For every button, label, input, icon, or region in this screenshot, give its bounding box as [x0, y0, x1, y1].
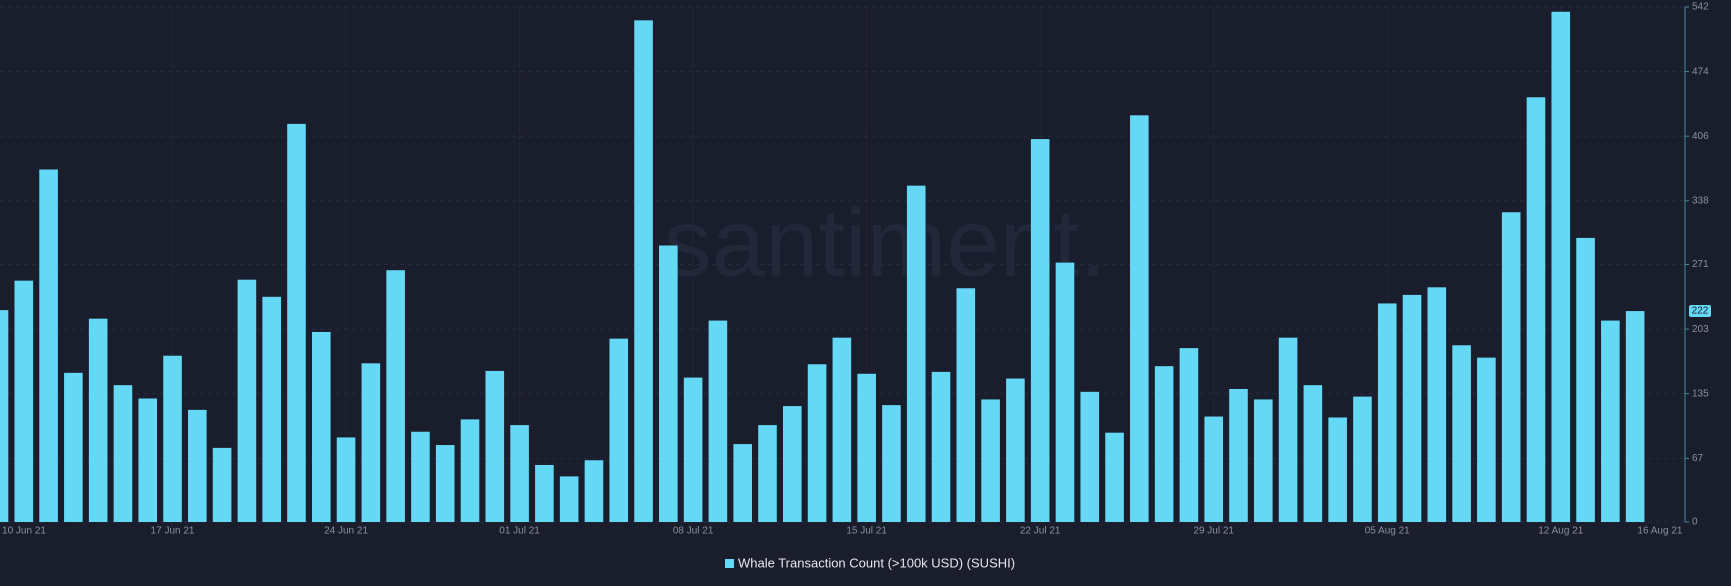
- bar: [1278, 337, 1298, 522]
- bar: [386, 270, 405, 522]
- bar: [1229, 388, 1248, 522]
- bar: [733, 444, 752, 522]
- x-tick-label: 12 Aug 21: [1538, 526, 1583, 537]
- bar: [1328, 417, 1347, 522]
- bar: [1353, 396, 1372, 522]
- value-badge: [1689, 305, 1711, 318]
- bar: [1303, 385, 1323, 522]
- bar: [931, 371, 951, 522]
- bar: [981, 399, 1000, 522]
- y-tick-label: 338: [1692, 195, 1709, 206]
- bar: [361, 363, 381, 522]
- bar: [584, 460, 604, 522]
- bar: [1179, 348, 1199, 522]
- bar: [634, 20, 653, 523]
- bar: [485, 370, 505, 522]
- bar: [39, 169, 58, 522]
- x-tick-label: 16 Aug 21: [1637, 526, 1682, 537]
- bar: [14, 280, 34, 522]
- bar: [188, 409, 207, 522]
- bar: [138, 398, 158, 522]
- bar: [1477, 357, 1496, 522]
- bar: [113, 385, 133, 522]
- bar: [1105, 432, 1124, 522]
- bar: [1601, 320, 1620, 522]
- bar: [287, 123, 306, 523]
- bar: [1130, 115, 1149, 522]
- bar: [262, 296, 281, 522]
- bar: [510, 425, 529, 522]
- bar: [311, 331, 331, 522]
- bar: [336, 437, 356, 522]
- y-tick-label: 271: [1692, 259, 1709, 270]
- x-tick-label: 17 Jun 21: [151, 526, 195, 537]
- bar: [1427, 287, 1447, 522]
- bar: [683, 377, 703, 522]
- bar: [659, 245, 678, 522]
- bar: [1154, 366, 1174, 522]
- bar: [1452, 345, 1471, 522]
- bar: [882, 405, 901, 522]
- y-tick-label: 203: [1692, 324, 1709, 335]
- bar: [956, 288, 976, 522]
- bar: [411, 431, 430, 522]
- bar: [832, 337, 852, 522]
- x-tick-label: 01 Jul 21: [499, 526, 540, 537]
- bar: [609, 338, 629, 522]
- bar: [237, 279, 257, 522]
- x-tick-label: 22 Jul 21: [1020, 526, 1061, 537]
- bar: [88, 318, 108, 522]
- bar: [758, 425, 777, 522]
- x-tick-label: 10 Jun 21: [2, 526, 46, 537]
- y-tick-label: 67: [1692, 453, 1704, 464]
- x-tick-label: 15 Jul 21: [846, 526, 887, 537]
- bar: [1501, 212, 1521, 522]
- bar: [807, 364, 827, 522]
- bar: [435, 445, 455, 522]
- y-tick-label: 406: [1692, 131, 1709, 142]
- x-tick-label: 05 Aug 21: [1365, 526, 1410, 537]
- bar: [1253, 399, 1273, 522]
- bar: [1402, 294, 1422, 522]
- legend-swatch: [725, 559, 734, 568]
- bar: [559, 476, 579, 522]
- bar: [708, 320, 728, 522]
- bar: [782, 406, 802, 522]
- x-tick-label: 29 Jul 21: [1193, 526, 1234, 537]
- legend-label: Whale Transaction Count (>100k USD) (SUS…: [738, 555, 1015, 570]
- bar: [460, 419, 480, 522]
- x-tick-label: 08 Jul 21: [673, 526, 714, 537]
- bar: [1204, 416, 1224, 522]
- bar: [1006, 378, 1025, 522]
- bar: [1080, 391, 1100, 522]
- y-tick-label: 0: [1692, 517, 1698, 528]
- bar: [212, 447, 232, 522]
- bar: [857, 373, 876, 522]
- bar: [1576, 237, 1595, 522]
- bar: [1055, 262, 1075, 522]
- bar: [163, 355, 182, 522]
- bar: [1377, 303, 1397, 522]
- bar: [535, 464, 554, 522]
- x-tick-label: 24 Jun 21: [324, 526, 368, 537]
- bar: [1030, 139, 1050, 522]
- bar: [1551, 11, 1571, 523]
- last-value-label: 222: [1692, 306, 1709, 317]
- y-tick-label: 474: [1692, 66, 1709, 77]
- y-tick-label: 542: [1692, 2, 1709, 13]
- bar: [1625, 311, 1645, 522]
- y-tick-label: 135: [1692, 388, 1709, 399]
- bar: [1526, 97, 1546, 523]
- bar: [906, 185, 926, 522]
- bar: [0, 310, 9, 522]
- bar: [64, 372, 83, 522]
